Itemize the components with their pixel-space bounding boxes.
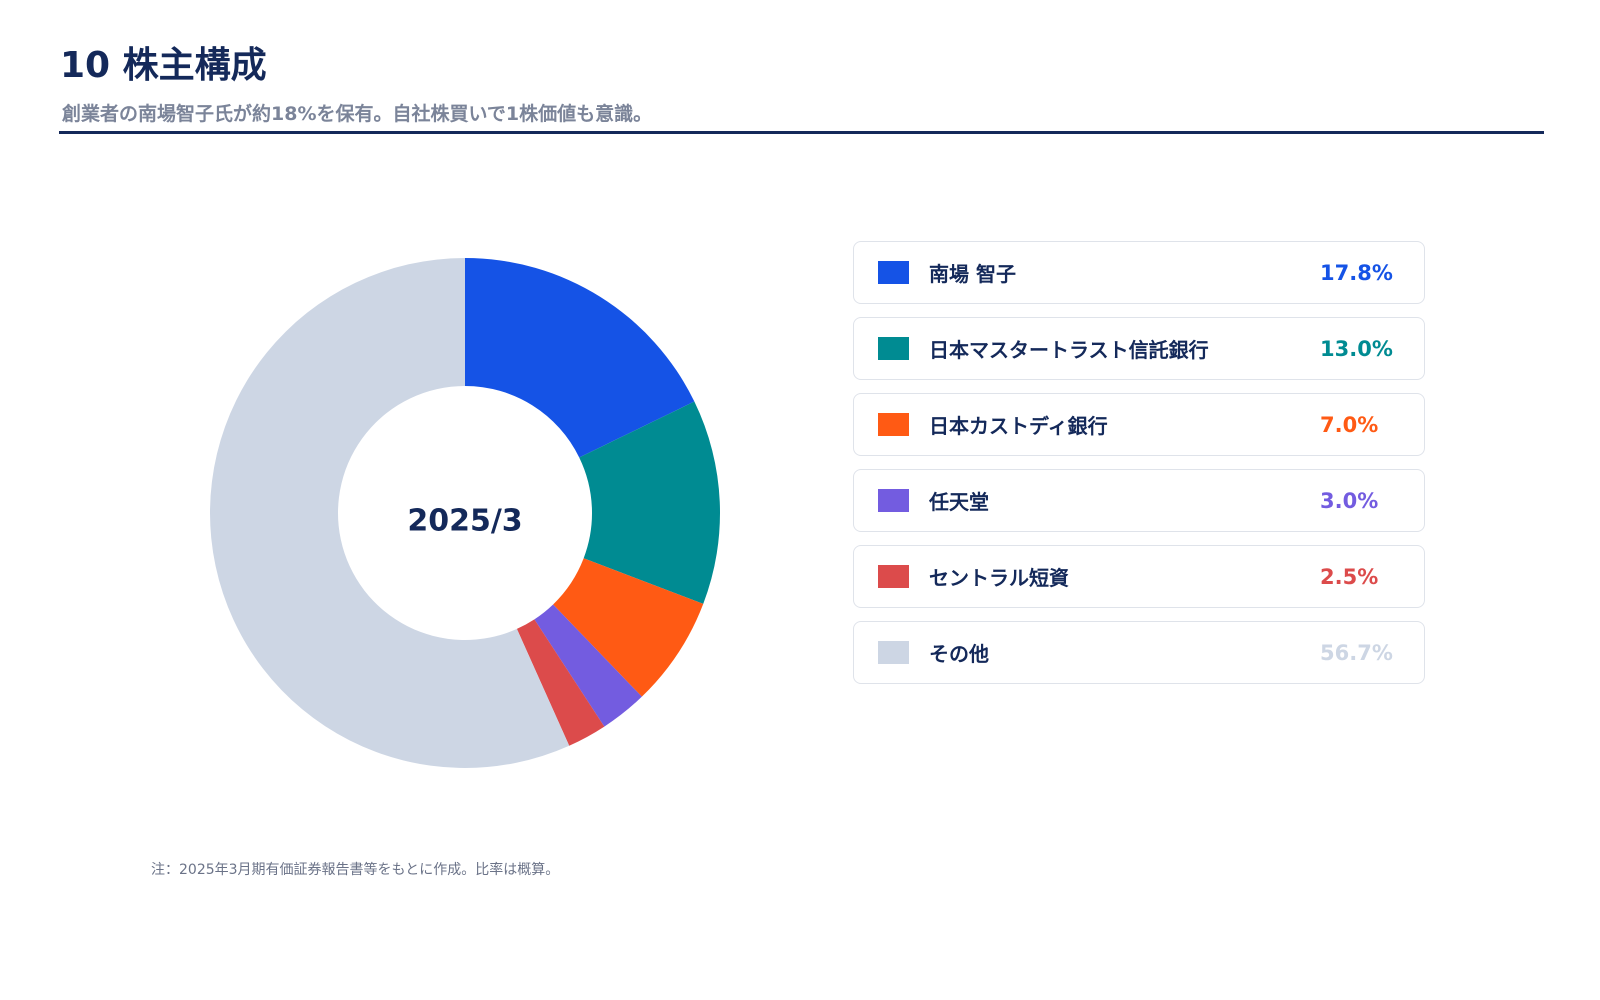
legend-swatch [878, 565, 909, 588]
page-title: 10 株主構成 [60, 45, 267, 86]
page-subtitle: 創業者の南場智子氏が約18%を保有。自社株買いで1株価値も意識。 [62, 103, 653, 125]
title-divider [59, 131, 1544, 134]
legend-swatch [878, 337, 909, 360]
legend: 南場 智子 17.8% 日本マスタートラスト信託銀行 13.0% 日本カストディ銀行 7.… [853, 241, 1425, 697]
legend-item: 任天堂 3.0% [853, 469, 1425, 532]
legend-value: 7.0% [1320, 412, 1379, 437]
legend-label: 日本マスタートラスト信託銀行 [929, 338, 1209, 362]
legend-value: 3.0% [1320, 488, 1379, 513]
legend-swatch [878, 261, 909, 284]
donut-slice [553, 558, 704, 697]
donut-slices [210, 258, 720, 768]
legend-item: 南場 智子 17.8% [853, 241, 1425, 304]
donut-center-label: 2025/3 [407, 504, 522, 539]
donut-slice [465, 258, 695, 458]
legend-label: セントラル短資 [929, 566, 1069, 590]
donut-slice [210, 258, 570, 768]
legend-item: 日本カストディ銀行 7.0% [853, 393, 1425, 456]
donut-slice [516, 619, 605, 746]
donut-chart: 2025/3 [210, 258, 720, 768]
legend-label: その他 [929, 642, 989, 666]
donut-slice [579, 401, 720, 604]
legend-value: 13.0% [1320, 336, 1393, 361]
legend-swatch [878, 413, 909, 436]
legend-label: 日本カストディ銀行 [929, 414, 1108, 438]
legend-swatch [878, 489, 909, 512]
legend-value: 17.8% [1320, 260, 1393, 285]
footnote: 注：2025年3月期有価証券報告書等をもとに作成。比率は概算。 [151, 862, 560, 878]
legend-swatch [878, 641, 909, 664]
legend-item: その他 56.7% [853, 621, 1425, 684]
legend-label: 任天堂 [929, 490, 989, 514]
donut-slice [534, 604, 642, 727]
legend-item: 日本マスタートラスト信託銀行 13.0% [853, 317, 1425, 380]
legend-label: 南場 智子 [929, 262, 1016, 286]
legend-value: 56.7% [1320, 640, 1393, 665]
legend-value: 2.5% [1320, 564, 1379, 589]
legend-item: セントラル短資 2.5% [853, 545, 1425, 608]
